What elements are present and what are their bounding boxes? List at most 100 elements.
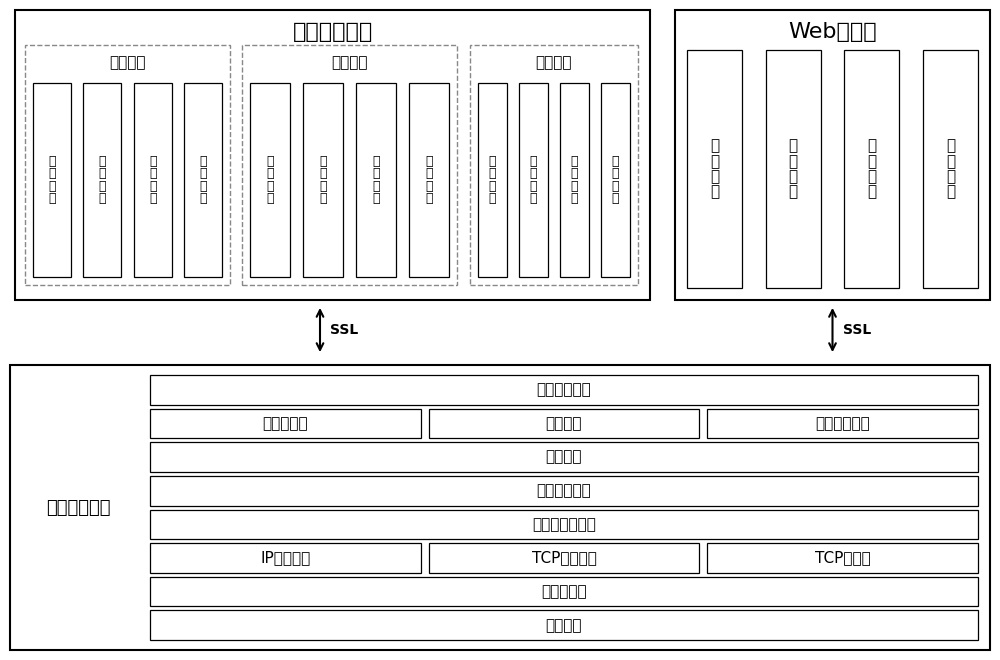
Text: 份: 份 bbox=[571, 193, 578, 205]
Text: 策: 策 bbox=[48, 154, 56, 168]
Text: 敏感信息识别: 敏感信息识别 bbox=[537, 483, 591, 498]
Text: 用: 用 bbox=[99, 154, 106, 168]
Bar bbox=[25, 45, 230, 285]
Text: 会话丢弃: 会话丢弃 bbox=[546, 416, 582, 431]
Bar bbox=[134, 83, 172, 277]
Bar bbox=[10, 365, 990, 650]
Bar bbox=[250, 83, 290, 277]
Bar bbox=[519, 83, 548, 277]
Text: 状: 状 bbox=[266, 154, 274, 168]
Bar bbox=[707, 543, 978, 573]
Bar bbox=[303, 83, 343, 277]
Text: 日: 日 bbox=[489, 154, 496, 168]
Text: 统: 统 bbox=[319, 167, 327, 180]
Text: 管: 管 bbox=[946, 169, 955, 184]
Text: SSL: SSL bbox=[330, 323, 358, 337]
Bar bbox=[560, 83, 589, 277]
Bar bbox=[356, 83, 396, 277]
Text: 配: 配 bbox=[710, 139, 719, 153]
Bar bbox=[242, 45, 457, 285]
Text: 监: 监 bbox=[266, 180, 274, 193]
Bar bbox=[687, 50, 742, 288]
Bar bbox=[33, 83, 71, 277]
Text: IP会话重组: IP会话重组 bbox=[260, 550, 310, 566]
Text: 略: 略 bbox=[946, 154, 955, 169]
Text: 复: 复 bbox=[612, 193, 619, 205]
Bar bbox=[150, 375, 978, 405]
Text: 件: 件 bbox=[149, 167, 156, 180]
Text: 升: 升 bbox=[199, 154, 207, 168]
Text: 日: 日 bbox=[612, 154, 619, 168]
Text: 透明传输: 透明传输 bbox=[546, 618, 582, 633]
Text: 析: 析 bbox=[530, 193, 537, 205]
Text: 查: 查 bbox=[489, 180, 496, 193]
Text: 志: 志 bbox=[612, 167, 619, 180]
Text: 控: 控 bbox=[319, 193, 327, 205]
Text: 询: 询 bbox=[489, 193, 496, 205]
Bar bbox=[478, 83, 507, 277]
Text: TCP状态跟踪: TCP状态跟踪 bbox=[532, 550, 596, 566]
Text: 日: 日 bbox=[530, 154, 537, 168]
Bar bbox=[150, 510, 978, 539]
Text: 日: 日 bbox=[867, 139, 876, 153]
Text: 备: 备 bbox=[571, 180, 578, 193]
Text: 协: 协 bbox=[425, 154, 433, 168]
Bar bbox=[470, 45, 638, 285]
Bar bbox=[150, 543, 421, 573]
Text: 志: 志 bbox=[489, 167, 496, 180]
Text: 系: 系 bbox=[789, 139, 798, 153]
Text: 户: 户 bbox=[99, 167, 106, 180]
Text: 理: 理 bbox=[149, 193, 156, 205]
Text: 管: 管 bbox=[710, 169, 719, 184]
Text: 理: 理 bbox=[710, 185, 719, 199]
Text: 邮件日志管理: 邮件日志管理 bbox=[537, 382, 591, 397]
Bar bbox=[675, 10, 990, 300]
Bar bbox=[150, 577, 978, 607]
Text: 日志管理: 日志管理 bbox=[536, 55, 572, 71]
Text: SSL: SSL bbox=[842, 323, 871, 337]
Text: 事: 事 bbox=[149, 154, 156, 168]
Bar bbox=[766, 50, 821, 288]
Bar bbox=[601, 83, 630, 277]
Text: 控: 控 bbox=[372, 193, 380, 205]
Text: 安全管理中心: 安全管理中心 bbox=[292, 22, 373, 42]
Text: 态: 态 bbox=[266, 167, 274, 180]
Text: 管: 管 bbox=[149, 180, 156, 193]
Text: 数据包捕获: 数据包捕获 bbox=[541, 584, 587, 599]
Text: 分: 分 bbox=[530, 180, 537, 193]
Text: 理: 理 bbox=[946, 185, 955, 199]
Text: 监: 监 bbox=[372, 180, 380, 193]
Text: 恢: 恢 bbox=[612, 180, 619, 193]
Text: 事件分析: 事件分析 bbox=[546, 449, 582, 465]
Text: 统: 统 bbox=[789, 154, 798, 169]
Bar bbox=[150, 409, 421, 438]
Text: Web控制台: Web控制台 bbox=[788, 22, 877, 42]
Text: 邮件阻断设备: 邮件阻断设备 bbox=[46, 498, 110, 517]
Text: 还: 还 bbox=[425, 180, 433, 193]
Bar bbox=[923, 50, 978, 288]
Bar bbox=[184, 83, 222, 277]
Text: 管: 管 bbox=[867, 169, 876, 184]
Text: 志: 志 bbox=[571, 167, 578, 180]
Bar bbox=[150, 442, 978, 472]
Text: 协议识别与分析: 协议识别与分析 bbox=[532, 517, 596, 532]
Text: 监: 监 bbox=[319, 180, 327, 193]
Text: 原: 原 bbox=[425, 193, 433, 205]
Text: 系: 系 bbox=[319, 154, 327, 168]
Text: 策: 策 bbox=[946, 139, 955, 153]
Text: 配置管理: 配置管理 bbox=[109, 55, 146, 71]
Text: 理: 理 bbox=[99, 193, 106, 205]
Text: 置: 置 bbox=[710, 154, 719, 169]
Text: 理: 理 bbox=[199, 193, 207, 205]
Bar bbox=[150, 476, 978, 506]
Text: 敏感邮件告警: 敏感邮件告警 bbox=[815, 416, 870, 431]
Text: 流: 流 bbox=[372, 154, 380, 168]
Text: 监: 监 bbox=[789, 169, 798, 184]
Text: 量: 量 bbox=[372, 167, 380, 180]
Text: 议: 议 bbox=[425, 167, 433, 180]
Bar bbox=[409, 83, 449, 277]
Text: 设备管理: 设备管理 bbox=[331, 55, 368, 71]
Text: 志: 志 bbox=[867, 154, 876, 169]
Text: 管: 管 bbox=[48, 180, 56, 193]
Text: 略: 略 bbox=[48, 167, 56, 180]
